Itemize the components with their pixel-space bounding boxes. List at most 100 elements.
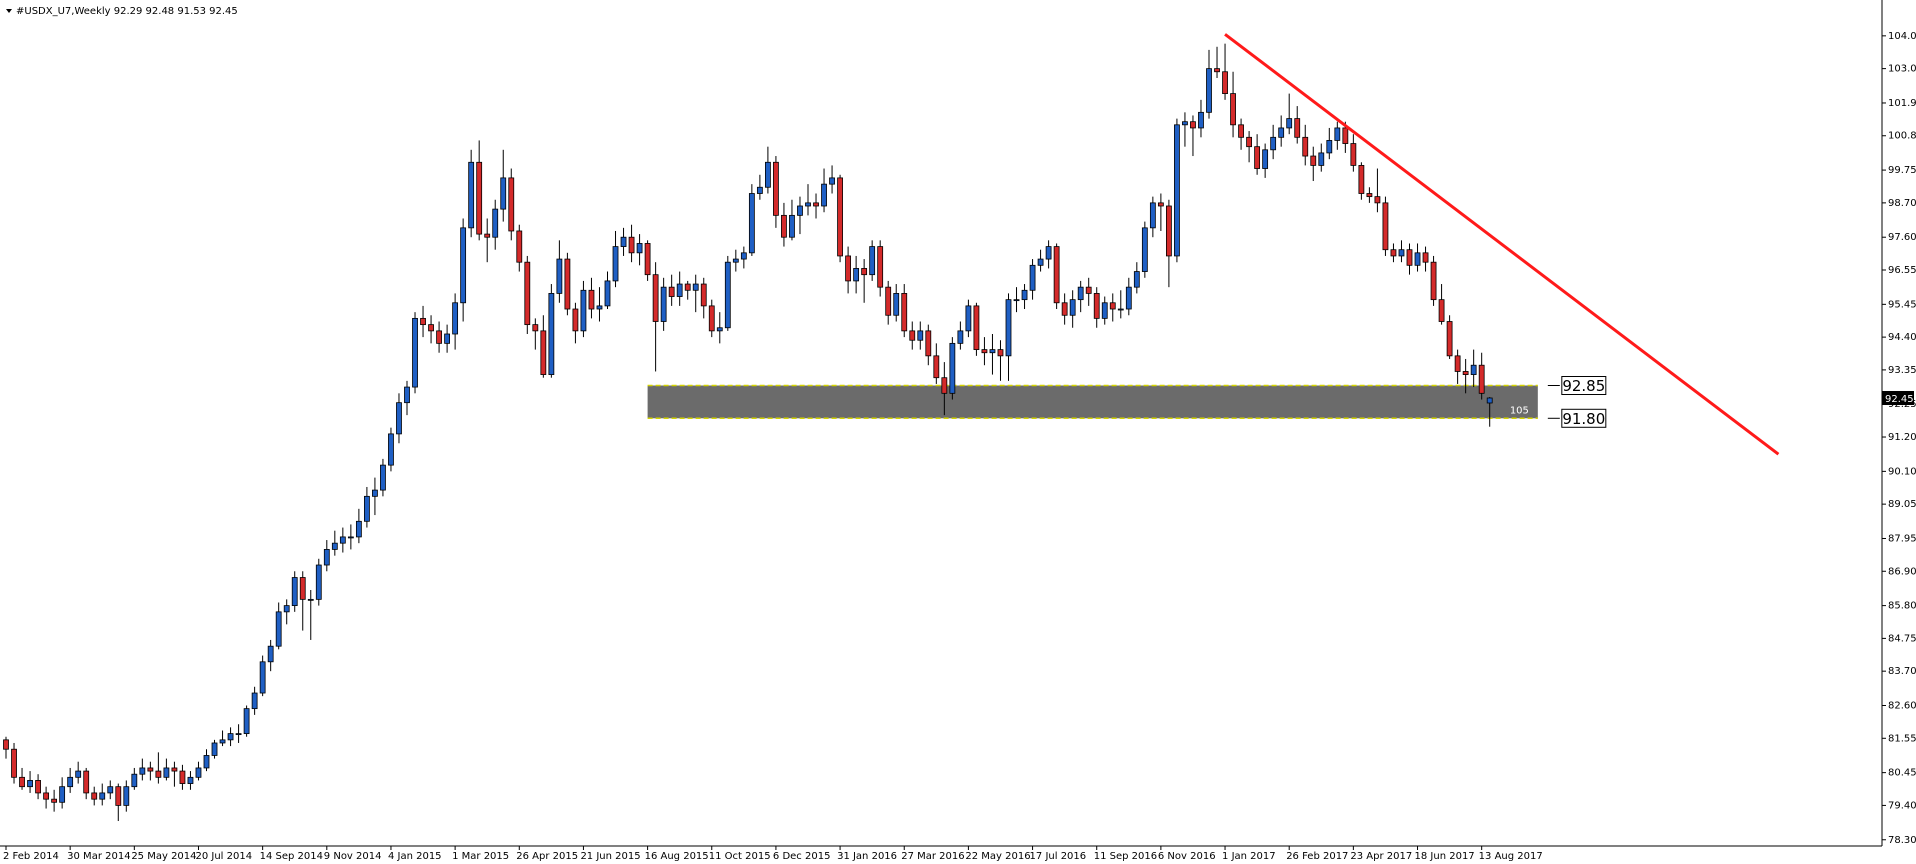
- candle-body: [372, 489, 378, 497]
- candle-body: [756, 186, 763, 194]
- candle-body: [203, 755, 210, 769]
- candle-body: [1149, 202, 1156, 229]
- support-zone: [647, 385, 1538, 419]
- x-tick-label: 4 Jan 2015: [388, 851, 442, 862]
- candle-body: [684, 283, 691, 291]
- candle-body: [1342, 127, 1349, 144]
- candle-body: [315, 564, 322, 600]
- candle-body: [1374, 196, 1381, 204]
- candle-body: [1406, 249, 1413, 266]
- x-tick-label: 11 Sep 2016: [1094, 851, 1157, 862]
- candle-body: [941, 377, 948, 394]
- candle-body: [1254, 146, 1261, 169]
- candle-body: [973, 305, 980, 351]
- y-tick-label: 99.75: [1888, 165, 1916, 176]
- candle-body: [1438, 299, 1445, 322]
- candle-body: [355, 520, 362, 538]
- zone-level-label: 92.85: [1562, 377, 1605, 395]
- candle-body: [275, 611, 282, 647]
- candle-body: [893, 293, 900, 316]
- y-tick-label: 101.90: [1888, 98, 1916, 109]
- x-tick-label: 9 Nov 2014: [324, 851, 382, 862]
- y-tick-label: 98.70: [1888, 198, 1916, 209]
- candle-body: [540, 330, 547, 375]
- candle-body: [1133, 271, 1140, 288]
- candle-body: [259, 661, 266, 694]
- y-tick-label: 80.45: [1888, 768, 1916, 779]
- candle-body: [11, 748, 17, 778]
- x-tick-label: 25 May 2014: [131, 851, 196, 862]
- candle-body: [243, 708, 250, 735]
- candle-body: [363, 495, 370, 522]
- candle-body: [1005, 299, 1012, 357]
- x-tick-label: 14 Sep 2014: [260, 851, 323, 862]
- candle-body: [877, 246, 884, 288]
- candle-body: [227, 733, 234, 741]
- candle-body: [765, 161, 771, 188]
- candle-body: [219, 739, 226, 744]
- last-price-box: [1882, 390, 1914, 405]
- candle-body: [1350, 143, 1357, 166]
- y-tick-label: 104.05: [1888, 31, 1916, 42]
- candle-body: [572, 308, 579, 332]
- candle-body: [468, 161, 475, 229]
- candle-body: [147, 767, 154, 772]
- candle-body: [171, 767, 178, 772]
- candle-body: [556, 258, 563, 294]
- candle-body: [27, 780, 33, 788]
- y-tick-label: 95.45: [1888, 299, 1916, 310]
- x-tick-label: 30 Mar 2014: [67, 851, 130, 862]
- x-tick-label: 16 Aug 2015: [645, 851, 709, 862]
- candle-body: [1246, 136, 1252, 148]
- candle-body: [1093, 293, 1100, 319]
- candle-body: [636, 243, 643, 254]
- last-price-label: 92.45: [1885, 394, 1914, 405]
- candle-body: [1422, 252, 1429, 263]
- candle-body: [1278, 127, 1285, 138]
- candle-body: [267, 645, 274, 663]
- candle-body: [516, 230, 523, 263]
- candle-body: [1414, 252, 1421, 266]
- candle-body: [436, 330, 442, 344]
- candle-body: [901, 293, 908, 332]
- candle-body: [981, 349, 988, 354]
- candle-body: [1141, 227, 1148, 272]
- candle-body: [989, 349, 996, 354]
- candle-body: [67, 776, 74, 788]
- x-tick-label: 26 Apr 2015: [516, 851, 578, 862]
- candle-body: [532, 324, 539, 332]
- candle-body: [35, 780, 41, 794]
- candle-body: [347, 536, 354, 539]
- candle-body: [444, 333, 451, 344]
- candle-body: [3, 739, 9, 750]
- candle-body: [628, 236, 635, 254]
- trend-line: [1224, 33, 1780, 456]
- candle-body: [676, 283, 683, 297]
- chart-title: #USDX_U7,Weekly 92.29 92.48 91.53 92.45: [16, 6, 238, 17]
- candle-body: [460, 227, 467, 304]
- y-tick-label: 90.10: [1888, 466, 1916, 477]
- candle-body: [805, 202, 811, 207]
- candle-body: [748, 193, 755, 254]
- candle-body: [604, 280, 611, 307]
- candle-body: [43, 792, 49, 800]
- y-tick-label: 91.20: [1888, 432, 1916, 443]
- candle-body: [885, 286, 892, 316]
- y-tick-label: 79.40: [1888, 800, 1916, 811]
- candle-body: [580, 289, 587, 332]
- candle-body: [773, 161, 779, 216]
- candle-body: [813, 202, 819, 207]
- x-tick-label: 6 Dec 2015: [773, 851, 831, 862]
- zone-level-label: 91.80: [1562, 410, 1605, 428]
- candle-body: [1446, 321, 1453, 357]
- y-tick-label: 94.40: [1888, 332, 1916, 343]
- y-tick-label: 93.35: [1888, 365, 1916, 376]
- candle-body: [1270, 136, 1277, 151]
- candle-body: [724, 261, 731, 329]
- candle-body: [251, 692, 258, 710]
- candle-body: [933, 355, 940, 379]
- candle-body: [75, 770, 82, 778]
- candle-body: [965, 305, 972, 332]
